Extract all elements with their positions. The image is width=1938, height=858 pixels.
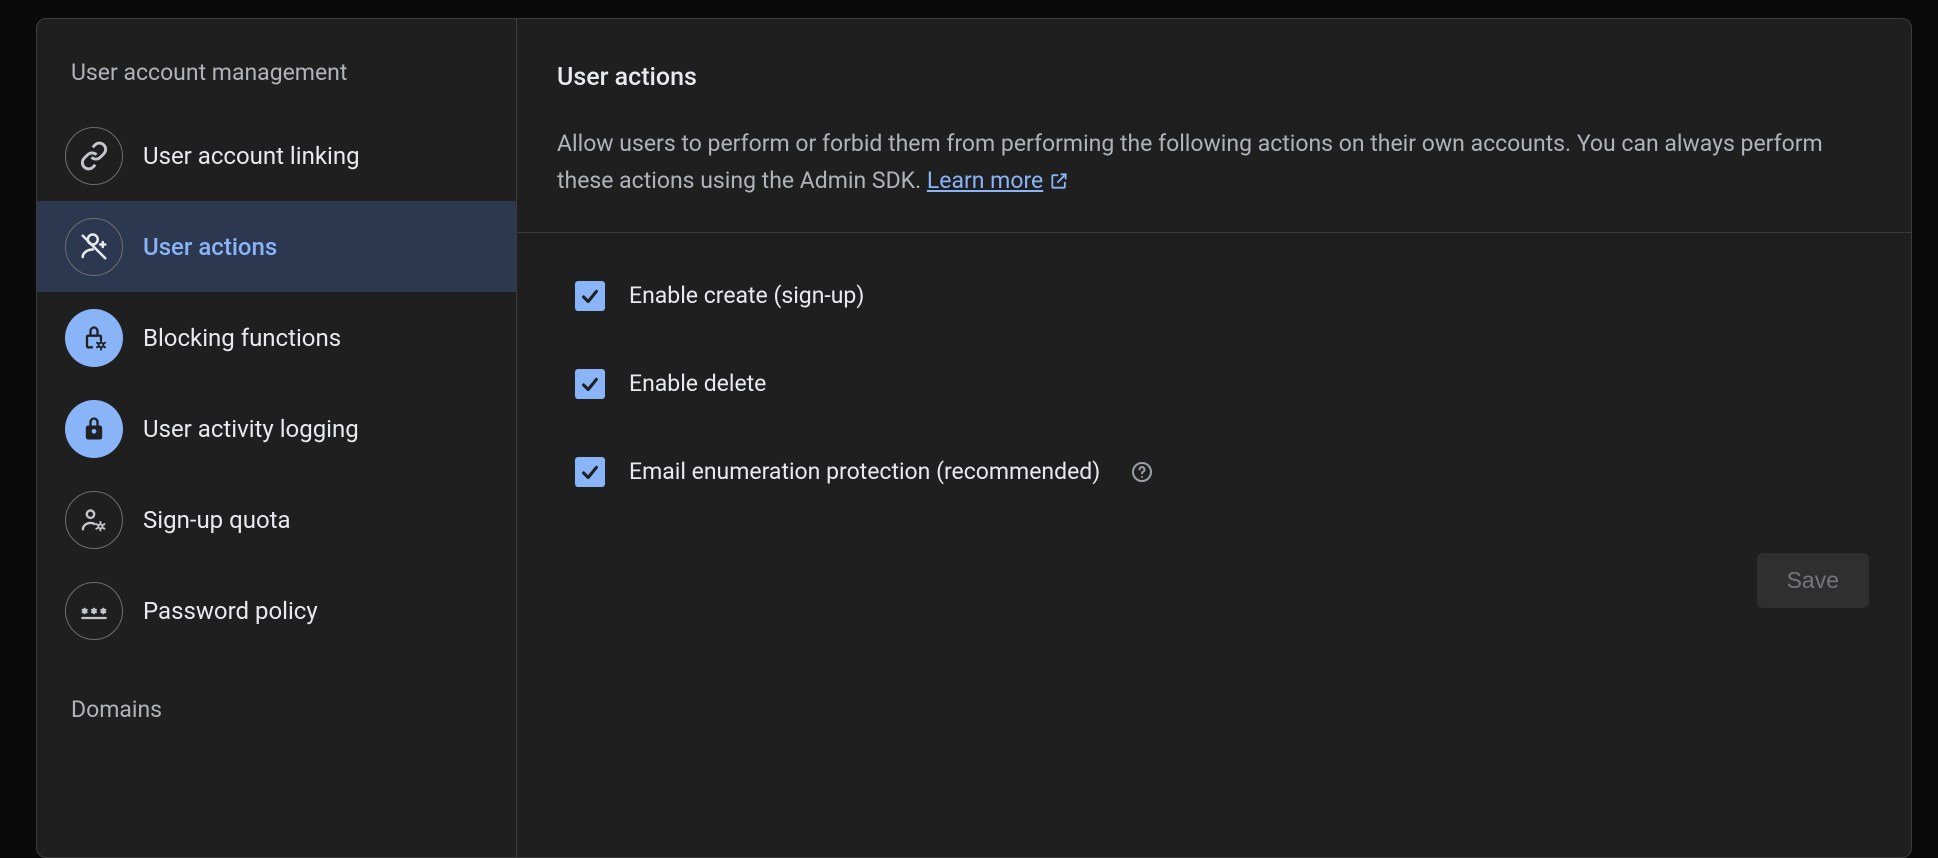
sidebar-item-label: Password policy [143,597,318,625]
option-label: Email enumeration protection (recommende… [629,458,1100,485]
sidebar-item-blocking-functions[interactable]: Blocking functions [37,292,516,383]
person-add-off-icon [65,218,123,276]
sidebar-item-label: Sign-up quota [143,506,291,534]
page-description: Allow users to perform or forbid them fr… [557,126,1837,200]
option-enable-create: Enable create (sign-up) [575,281,1871,311]
checkbox-email-enumeration[interactable] [575,457,605,487]
sidebar-item-label: User activity logging [143,415,359,443]
lock-icon [65,400,123,458]
sidebar-item-user-actions[interactable]: User actions [37,201,516,292]
learn-more-link[interactable]: Learn more [927,163,1069,200]
open-in-new-icon [1049,171,1069,191]
sidebar-item-label: User account linking [143,142,360,170]
sidebar-item-user-activity-logging[interactable]: User activity logging [37,383,516,474]
sidebar-item-user-account-linking[interactable]: User account linking [37,110,516,201]
lock-settings-icon [65,309,123,367]
sidebar-section-user-account-management: User account management [37,47,516,110]
learn-more-label: Learn more [927,163,1043,200]
sidebar-item-sign-up-quota[interactable]: Sign-up quota [37,474,516,565]
save-button[interactable]: Save [1757,553,1869,608]
main-content: User actions Allow users to perform or f… [517,19,1911,857]
person-settings-icon [65,491,123,549]
page-title: User actions [557,63,1871,92]
option-email-enumeration-protection: Email enumeration protection (recommende… [575,457,1871,487]
sidebar-item-label: User actions [143,233,277,261]
description-text: Allow users to perform or forbid them fr… [557,130,1823,194]
sidebar-item-password-policy[interactable]: Password policy [37,565,516,656]
password-icon [65,582,123,640]
sidebar-item-label: Blocking functions [143,324,341,352]
checkbox-enable-create[interactable] [575,281,605,311]
option-label: Enable delete [629,370,766,397]
help-icon[interactable] [1130,460,1154,484]
checkbox-enable-delete[interactable] [575,369,605,399]
options-list: Enable create (sign-up) Enable delete Em… [557,233,1871,487]
sidebar-section-domains: Domains [37,656,516,747]
sidebar: User account management User account lin… [37,19,517,857]
settings-panel: User account management User account lin… [36,18,1912,858]
option-label: Enable create (sign-up) [629,282,864,309]
option-enable-delete: Enable delete [575,369,1871,399]
link-icon [65,127,123,185]
